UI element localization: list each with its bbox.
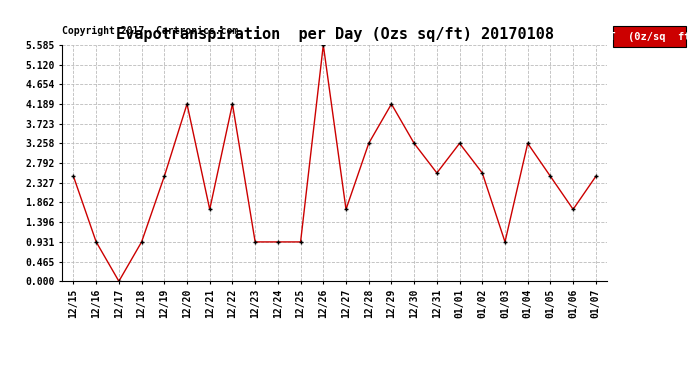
Point bbox=[318, 42, 329, 48]
Point bbox=[227, 101, 238, 107]
Point bbox=[454, 140, 465, 146]
Title: Evapotranspiration  per Day (Ozs sq/ft) 20170108: Evapotranspiration per Day (Ozs sq/ft) 2… bbox=[116, 27, 553, 42]
Point bbox=[159, 173, 170, 179]
Point bbox=[591, 173, 602, 179]
Point bbox=[408, 140, 420, 146]
Point bbox=[386, 101, 397, 107]
Point bbox=[522, 140, 533, 146]
Point bbox=[568, 206, 579, 212]
Point bbox=[204, 206, 215, 212]
Point bbox=[90, 239, 101, 245]
Point bbox=[273, 239, 284, 245]
Point bbox=[68, 173, 79, 179]
Text: ET  (0z/sq  ft): ET (0z/sq ft) bbox=[602, 32, 690, 42]
Point bbox=[295, 239, 306, 245]
Point bbox=[500, 239, 511, 245]
Point bbox=[477, 170, 488, 176]
Point bbox=[363, 140, 374, 146]
Point bbox=[181, 101, 193, 107]
Point bbox=[113, 278, 124, 284]
FancyBboxPatch shape bbox=[613, 26, 687, 47]
Point bbox=[545, 173, 556, 179]
Point bbox=[340, 206, 351, 212]
Point bbox=[431, 170, 442, 176]
Point bbox=[250, 239, 261, 245]
Text: Copyright 2017  Cartronics.com: Copyright 2017 Cartronics.com bbox=[62, 26, 238, 36]
Point bbox=[136, 239, 147, 245]
